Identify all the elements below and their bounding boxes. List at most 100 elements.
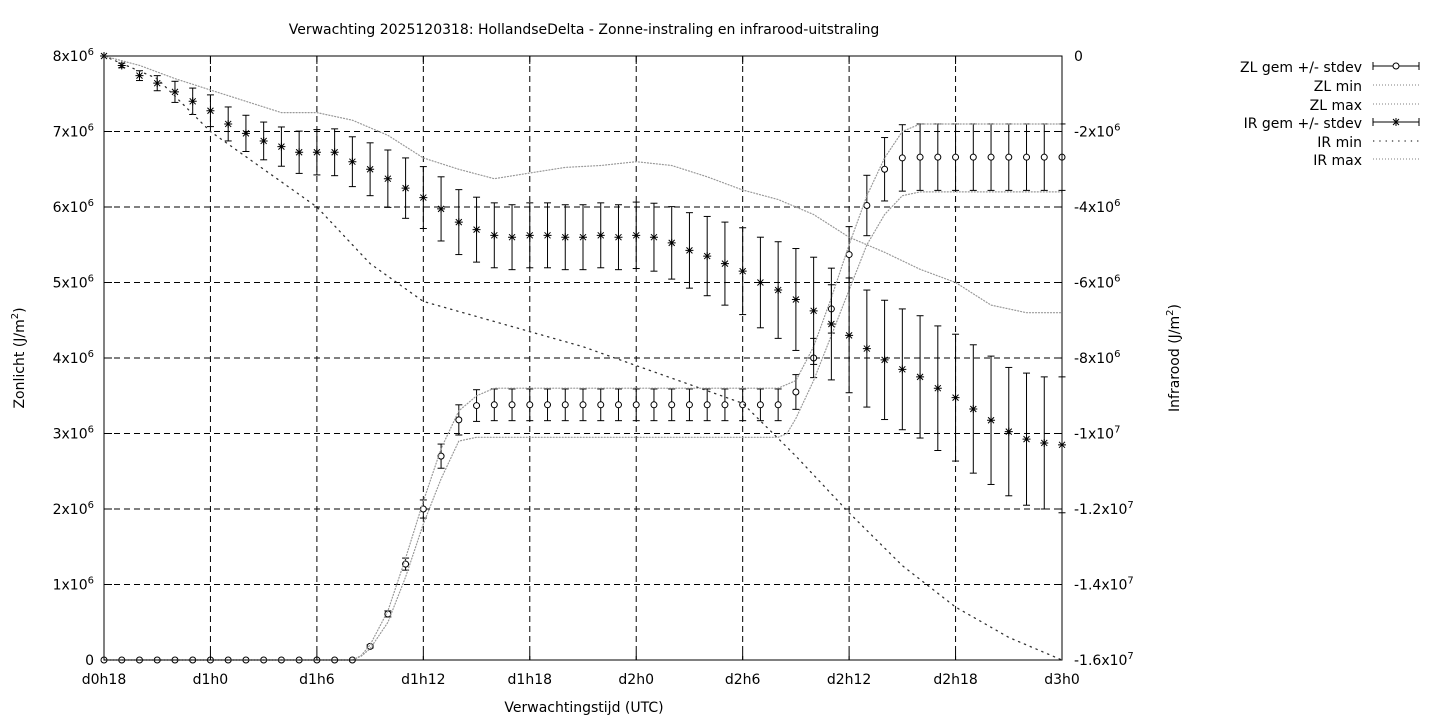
y-right-tick-label: -1x107 [1074,425,1120,443]
grid [103,56,1063,660]
data-point [579,401,587,409]
data-point [508,401,516,409]
data-point [312,148,321,157]
data-point [525,231,534,240]
y-left-tick-label: 5x106 [53,274,94,292]
data-point [277,142,286,151]
data-point [632,231,641,240]
legend-item-zl-max: ZL max [1310,98,1419,114]
y-left-tick-label: 1x106 [53,576,94,594]
legend-marker-zl-mean [1392,62,1400,70]
series-line-zl-max [103,123,1063,661]
data-point [241,129,250,138]
data-point [668,401,676,409]
data-point [827,320,836,329]
x-tick-label: d1h18 [508,672,552,688]
data-point [667,238,676,247]
legend-item-ir-max: IR max [1313,153,1419,169]
data-point [1040,438,1049,447]
y-right-tick-label: -1.2x107 [1074,500,1134,518]
y-left-tick-label: 2x106 [53,500,94,518]
data-point [792,388,800,396]
y-left-tick-labels: 0 1x106 2x106 3x106 4x106 5x106 6x106 7x106 8x10… [53,47,94,669]
y-right-tick-label: -1.6x107 [1074,651,1134,669]
data-point [259,136,268,145]
data-point [774,286,783,295]
x-tick-label: d2h0 [618,672,654,688]
legend-item-ir-mean: IR gem +/- stdev [1244,116,1420,132]
x-axis-title: Verwachtingstijd (UTC) [504,700,663,716]
data-point [863,201,871,209]
data-point [720,259,729,268]
data-point [526,401,534,409]
data-point [881,165,889,173]
data-point [898,154,906,162]
y-right-tick-labels: 0 -2x106 -4x106 -6x106 -8x106 -1x107 -1.2x107 -… [1074,49,1134,669]
data-point [987,416,996,425]
data-point [224,119,233,128]
data-point [454,218,463,227]
data-point [685,246,694,255]
data-point [916,153,924,161]
data-point [721,401,729,409]
data-point [969,404,978,413]
data-point [1022,435,1031,444]
series-layer [100,52,1066,664]
x-tick-label: d0h18 [82,672,126,688]
y-right-axis-title-end: ) [1167,304,1183,309]
data-point [614,401,622,409]
x-tick-labels: d0h18 d1h0 d1h6 d1h12 d1h18 d2h0 d2h6 d2h12 d2h1… [82,672,1080,688]
data-point [614,233,623,242]
y-left-axis-title-sup: 2 [10,313,21,319]
data-point [597,401,605,409]
data-point [455,416,463,424]
y-left-axis-title-main: Zonlicht (J/m [12,319,28,408]
y-left-axis-title-end: ) [12,307,28,312]
legend-item-ir-min: IR min [1317,135,1419,151]
data-point [383,174,392,183]
x-tick-label: d1h12 [401,672,445,688]
data-point [295,148,304,157]
data-point [845,251,853,259]
series-ir-mean [100,52,1066,514]
y-left-axis-title: Zonlicht (J/m2) [10,307,28,408]
data-point [703,401,711,409]
y-left-tick-label: 8x106 [53,47,94,65]
data-point [1040,153,1048,161]
data-point [862,344,871,353]
data-point [650,401,658,409]
data-point [596,231,605,240]
data-point [348,157,357,166]
x-tick-label: d2h18 [933,672,977,688]
data-point [188,97,197,106]
data-point [473,402,481,410]
y-right-tick-label: -8x106 [1074,349,1120,367]
data-point [951,393,960,402]
data-point [756,278,765,287]
data-point [117,61,126,70]
x-tick-label: d1h6 [299,672,335,688]
legend-label-ir-max: IR max [1313,153,1362,169]
series-line-ir-max [103,55,1063,314]
data-point [419,193,428,202]
data-point [738,267,747,276]
data-point [561,233,570,242]
data-point [703,252,712,261]
data-point [401,184,410,193]
series-line-zl-min [103,191,1063,661]
y-right-tick-label: 0 [1074,49,1083,65]
data-point [987,153,995,161]
y-right-tick-label: -4x106 [1074,198,1120,216]
y-left-tick-label: 0 [85,653,94,669]
data-point [1005,153,1013,161]
y-right-tick-label: -1.4x107 [1074,576,1134,594]
data-point [508,233,517,242]
data-point [135,71,144,80]
data-point [880,355,889,364]
data-point [544,401,552,409]
data-point [490,401,498,409]
data-point [1023,153,1031,161]
data-point [791,295,800,304]
data-point [490,231,499,240]
